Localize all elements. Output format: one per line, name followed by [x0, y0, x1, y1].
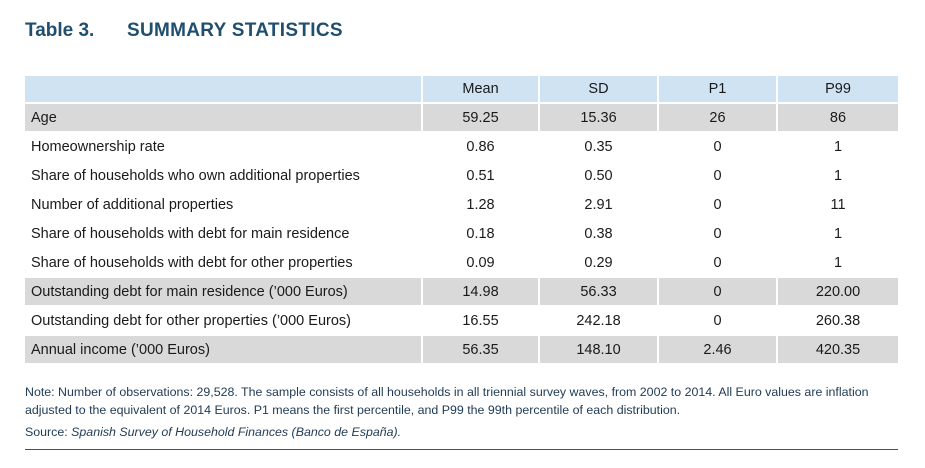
source-label: Source: — [25, 425, 72, 439]
cell-mean: 0.09 — [423, 249, 540, 278]
table-notes: Note: Number of observations: 29,528. Th… — [25, 383, 905, 445]
cell-mean: 0.51 — [423, 162, 540, 191]
row-label: Annual income (’000 Euros) — [25, 336, 423, 365]
cell-sd: 0.38 — [540, 220, 659, 249]
row-label: Outstanding debt for main residence (’00… — [25, 278, 423, 307]
cell-p99: 1 — [778, 162, 898, 191]
cell-sd: 2.91 — [540, 191, 659, 220]
table-row: Outstanding debt for other properties (’… — [25, 307, 898, 336]
table-row: Outstanding debt for main residence (’00… — [25, 278, 898, 307]
cell-p99: 86 — [778, 104, 898, 133]
cell-mean: 14.98 — [423, 278, 540, 307]
cell-mean: 0.86 — [423, 133, 540, 162]
column-header-sd: SD — [540, 76, 659, 104]
cell-p1: 0 — [659, 278, 778, 307]
row-label: Share of households with debt for main r… — [25, 220, 423, 249]
table-row: Number of additional properties 1.28 2.9… — [25, 191, 898, 220]
cell-mean: 59.25 — [423, 104, 540, 133]
cell-p1: 0 — [659, 249, 778, 278]
table-title-text: SUMMARY STATISTICS — [127, 20, 343, 41]
cell-p99: 260.38 — [778, 307, 898, 336]
row-label: Share of households who own additional p… — [25, 162, 423, 191]
cell-sd: 0.35 — [540, 133, 659, 162]
table-row: Share of households with debt for other … — [25, 249, 898, 278]
cell-p1: 0 — [659, 191, 778, 220]
cell-p99: 1 — [778, 220, 898, 249]
row-label: Homeownership rate — [25, 133, 423, 162]
cell-p1: 26 — [659, 104, 778, 133]
row-label: Share of households with debt for other … — [25, 249, 423, 278]
cell-mean: 56.35 — [423, 336, 540, 365]
cell-mean: 1.28 — [423, 191, 540, 220]
cell-sd: 242.18 — [540, 307, 659, 336]
table-row: Age 59.25 15.36 26 86 — [25, 104, 898, 133]
table-number: Table 3. — [25, 20, 95, 41]
row-label: Outstanding debt for other properties (’… — [25, 307, 423, 336]
table-row: Annual income (’000 Euros) 56.35 148.10 … — [25, 336, 898, 365]
note-text: Note: Number of observations: 29,528. Th… — [25, 385, 869, 417]
cell-sd: 56.33 — [540, 278, 659, 307]
table-title: Table 3. SUMMARY STATISTICS — [25, 20, 343, 42]
cell-sd: 0.50 — [540, 162, 659, 191]
source-line: Source: Spanish Survey of Household Fina… — [25, 423, 905, 441]
source-text: Spanish Survey of Household Finances (Ba… — [71, 425, 402, 439]
cell-mean: 16.55 — [423, 307, 540, 336]
column-header-label — [25, 76, 423, 104]
cell-p99: 220.00 — [778, 278, 898, 307]
cell-p1: 0 — [659, 133, 778, 162]
row-label: Age — [25, 104, 423, 133]
row-label: Number of additional properties — [25, 191, 423, 220]
cell-p1: 0 — [659, 220, 778, 249]
cell-sd: 0.29 — [540, 249, 659, 278]
cell-p99: 1 — [778, 133, 898, 162]
cell-p1: 0 — [659, 162, 778, 191]
cell-p1: 2.46 — [659, 336, 778, 365]
column-header-p99: P99 — [778, 76, 898, 104]
summary-statistics-table: Mean SD P1 P99 Age 59.25 15.36 26 86 Hom… — [25, 76, 898, 365]
table-header-row: Mean SD P1 P99 — [25, 76, 898, 104]
cell-mean: 0.18 — [423, 220, 540, 249]
column-header-mean: Mean — [423, 76, 540, 104]
cell-sd: 15.36 — [540, 104, 659, 133]
cell-p99: 11 — [778, 191, 898, 220]
cell-sd: 148.10 — [540, 336, 659, 365]
cell-p1: 0 — [659, 307, 778, 336]
column-header-p1: P1 — [659, 76, 778, 104]
table-row: Share of households with debt for main r… — [25, 220, 898, 249]
cell-p99: 420.35 — [778, 336, 898, 365]
bottom-divider — [25, 449, 898, 450]
cell-p99: 1 — [778, 249, 898, 278]
table-row: Homeownership rate 0.86 0.35 0 1 — [25, 133, 898, 162]
table-row: Share of households who own additional p… — [25, 162, 898, 191]
